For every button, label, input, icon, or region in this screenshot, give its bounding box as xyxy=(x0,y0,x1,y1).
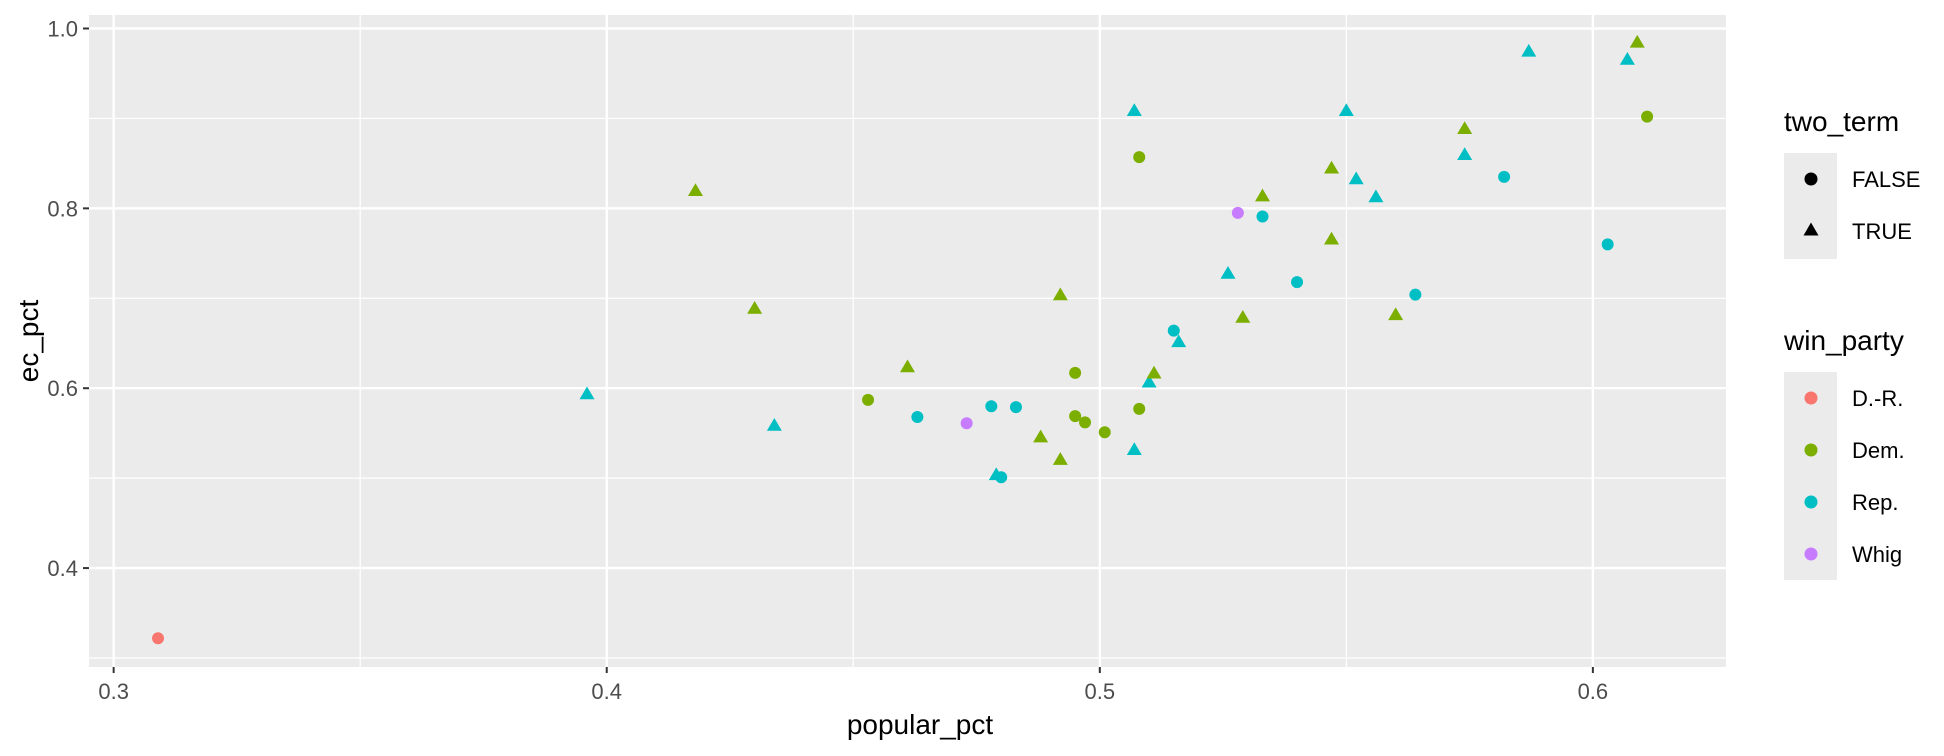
data-point-circle xyxy=(960,417,973,430)
data-point-triangle xyxy=(1235,310,1251,323)
legend-key-whig xyxy=(1804,547,1818,561)
data-point-circle xyxy=(995,471,1008,484)
legend-key-dr xyxy=(1804,391,1818,405)
x-tick-label: 0.5 xyxy=(1085,679,1116,704)
legend-triangle-icon xyxy=(1803,222,1819,236)
data-point-triangle xyxy=(1141,374,1157,388)
data-point-triangle xyxy=(1220,265,1236,279)
legend-label-false: FALSE xyxy=(1852,167,1920,192)
data-point-triangle xyxy=(1171,334,1187,348)
legend-two-term-title: two_term xyxy=(1784,106,1899,137)
data-point-triangle xyxy=(1348,171,1364,185)
legend-label-whig: Whig xyxy=(1852,542,1902,567)
legend-label-true: TRUE xyxy=(1852,219,1912,244)
data-point-circle xyxy=(1167,324,1180,337)
legend-win-party: win_party D.-R. Dem. Rep. Whig xyxy=(1783,325,1905,580)
data-point-triangle xyxy=(747,301,763,314)
data-point-circle xyxy=(911,410,924,423)
data-point-triangle xyxy=(1052,452,1068,465)
data-point-triangle xyxy=(1368,189,1384,203)
data-point-triangle xyxy=(1324,160,1340,174)
legend-label-dr: D.-R. xyxy=(1852,386,1903,411)
legend-two-term: two_term FALSE TRUE xyxy=(1784,106,1920,259)
data-point-triangle xyxy=(1033,429,1049,443)
data-point-triangle xyxy=(579,386,595,400)
data-point-circle xyxy=(1256,210,1269,223)
x-tick-label: 0.4 xyxy=(591,679,622,704)
data-point-triangle xyxy=(766,417,782,431)
data-point-circle xyxy=(1098,426,1111,439)
data-point-circle xyxy=(1601,238,1614,251)
data-point-triangle xyxy=(900,359,915,373)
data-point-triangle xyxy=(1521,43,1537,57)
data-point-circle xyxy=(1133,151,1146,164)
data-point-circle xyxy=(1069,410,1082,423)
y-tick-label: 0.8 xyxy=(47,196,78,221)
y-axis-title: ec_pct xyxy=(13,300,44,383)
panel-background xyxy=(89,15,1726,667)
data-point-triangle xyxy=(1146,365,1162,379)
data-point-circle xyxy=(1231,206,1244,219)
data-points xyxy=(152,34,1654,645)
data-point-circle xyxy=(1009,401,1022,414)
y-tick-label: 0.6 xyxy=(47,376,78,401)
data-point-circle xyxy=(1291,276,1304,289)
y-axis-ticks: 0.4 0.6 0.8 1.0 xyxy=(47,16,89,581)
x-axis-title: popular_pct xyxy=(847,709,994,740)
legend-two-term-key-background xyxy=(1784,153,1837,259)
data-point-circle xyxy=(862,393,875,406)
data-point-triangle xyxy=(1388,307,1404,321)
legend-label-dem: Dem. xyxy=(1852,438,1905,463)
legend-key-dem xyxy=(1804,443,1818,457)
x-tick-label: 0.6 xyxy=(1578,679,1609,704)
data-point-circle xyxy=(1133,402,1146,415)
data-point-triangle xyxy=(1338,103,1354,116)
data-point-triangle xyxy=(1629,34,1645,48)
x-axis-ticks: 0.3 0.4 0.5 0.6 xyxy=(98,667,1608,704)
x-tick-label: 0.3 xyxy=(98,679,129,704)
minor-grid xyxy=(89,15,1726,667)
y-tick-label: 1.0 xyxy=(47,16,78,41)
data-point-triangle xyxy=(1619,51,1635,65)
legend-label-rep: Rep. xyxy=(1852,490,1898,515)
data-point-circle xyxy=(1069,366,1082,379)
data-point-circle xyxy=(985,400,998,413)
data-point-triangle xyxy=(1126,442,1142,455)
data-point-triangle xyxy=(687,183,703,196)
legend-key-rep xyxy=(1804,495,1818,509)
data-point-circle xyxy=(152,632,165,645)
y-tick-label: 0.4 xyxy=(47,556,78,581)
legend-win-party-title: win_party xyxy=(1783,325,1904,356)
data-point-triangle xyxy=(1457,121,1473,134)
legend-win-party-key-background xyxy=(1784,372,1837,580)
data-point-circle xyxy=(1409,288,1422,301)
data-point-circle xyxy=(1641,110,1654,123)
data-point-triangle xyxy=(1052,287,1068,301)
major-grid xyxy=(89,15,1726,667)
data-point-circle xyxy=(1498,170,1511,183)
data-point-triangle xyxy=(1324,231,1340,245)
legend-circle-icon xyxy=(1804,172,1818,186)
data-point-triangle xyxy=(1126,103,1142,116)
data-point-triangle xyxy=(1255,188,1271,202)
data-point-triangle xyxy=(1457,147,1473,161)
data-point-circle xyxy=(1079,416,1092,429)
